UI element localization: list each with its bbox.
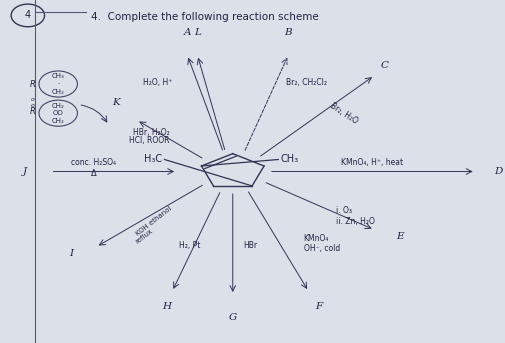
Text: KMnO₄: KMnO₄ [303, 234, 328, 243]
Text: CH₃: CH₃ [280, 154, 298, 165]
Text: Br₂, CH₂Cl₂: Br₂, CH₂Cl₂ [285, 78, 326, 87]
Text: K: K [112, 98, 120, 107]
Text: o: o [31, 97, 35, 102]
Text: CH₂: CH₂ [52, 88, 65, 95]
Text: Δ: Δ [90, 169, 96, 178]
Text: L: L [193, 28, 200, 37]
Text: G: G [228, 313, 236, 322]
Text: i. O₃: i. O₃ [336, 206, 352, 215]
Text: C: C [380, 61, 388, 70]
Text: ii. Zn, H₂O: ii. Zn, H₂O [336, 217, 375, 226]
Text: HBr: HBr [243, 241, 257, 250]
Text: D: D [493, 167, 501, 176]
Text: 4.  Complete the following reaction scheme: 4. Complete the following reaction schem… [91, 12, 318, 22]
Text: reflux: reflux [134, 228, 154, 245]
Text: 4: 4 [25, 10, 31, 21]
Text: Br₂, H₂O: Br₂, H₂O [328, 101, 359, 126]
Text: KOH ethanol: KOH ethanol [135, 205, 173, 237]
Text: H₃C: H₃C [143, 154, 162, 165]
Text: B: B [284, 28, 292, 37]
Text: CH₂: CH₂ [52, 103, 65, 109]
Text: E: E [395, 232, 403, 241]
Text: R: R [30, 80, 36, 88]
Text: OH⁻, cold: OH⁻, cold [303, 244, 339, 253]
Text: H₂, Pt: H₂, Pt [179, 241, 200, 250]
Text: ·: · [57, 81, 59, 87]
Text: KMnO₄, H⁺, heat: KMnO₄, H⁺, heat [340, 158, 402, 167]
Text: CH₃: CH₃ [52, 73, 65, 80]
Text: conc. H₂SO₄: conc. H₂SO₄ [71, 158, 116, 167]
Text: R: R [30, 107, 36, 116]
Text: OO: OO [53, 110, 64, 116]
Text: H: H [162, 303, 171, 311]
Text: CH₂: CH₂ [52, 118, 65, 124]
Text: A: A [183, 28, 190, 37]
Text: J: J [23, 167, 27, 176]
Text: HBr, H₂O₂: HBr, H₂O₂ [133, 128, 170, 137]
Text: I: I [69, 249, 73, 258]
Text: o: o [31, 103, 35, 108]
Text: HCl, ROOR: HCl, ROOR [129, 136, 169, 145]
Text: F: F [315, 303, 322, 311]
Text: H₂O, H⁺: H₂O, H⁺ [142, 78, 172, 87]
